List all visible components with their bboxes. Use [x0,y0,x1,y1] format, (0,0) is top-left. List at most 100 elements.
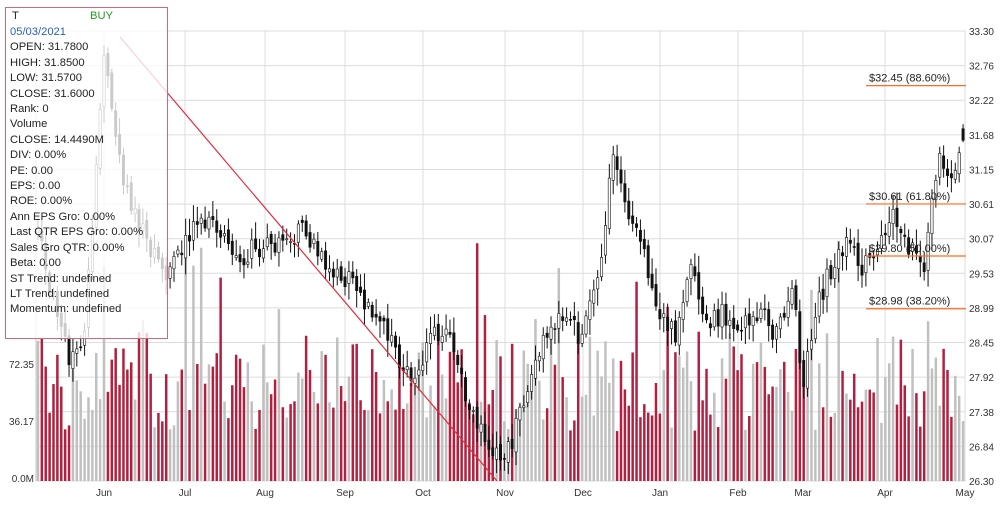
candle-body [852,246,856,248]
candle-body [495,447,499,460]
candle [670,318,673,345]
candle [168,262,172,289]
volume-bar [872,392,875,481]
candle [254,222,258,253]
volume-bar [573,420,576,481]
candle [510,424,514,458]
candle [324,241,328,280]
info-line: Beta: 0.00 [10,257,62,270]
candle [588,289,592,335]
candle [265,223,269,251]
fib-label: $28.98 (38.20%) [869,296,950,308]
quote-date: 05/03/2021 [10,26,66,38]
candle [907,229,911,259]
candle-body [522,405,526,408]
volume-bar [199,247,203,481]
candle-body [199,217,203,224]
candle [809,328,813,361]
candle [817,276,821,324]
candle-body [891,208,895,224]
candle-body [526,391,530,403]
info-line: Rank: 0 [10,103,49,116]
candle-body [907,237,911,255]
candle-body [436,323,440,341]
volume-bar [452,332,456,481]
volume-bar [938,405,941,481]
volume-bar [351,344,355,481]
volume-bar [339,386,343,481]
volume-bar [153,427,156,481]
volume-bar [304,335,308,481]
candle [654,268,658,311]
candle-body [518,406,522,421]
candle [949,160,953,193]
candle-body [312,238,316,245]
price-tick-label: 31.15 [969,165,994,176]
volume-bar [63,429,67,481]
price-tick-label: 28.99 [969,304,994,315]
candle [448,319,452,338]
candle [541,327,545,373]
volume-bar [223,401,226,481]
candle [219,224,223,248]
candle [432,314,436,341]
candle-body [545,332,549,338]
volume-bar [110,359,114,481]
volume-bar [475,243,479,481]
candle [258,238,261,267]
candle-body [724,303,728,326]
volume-bar [919,426,922,481]
candle [514,409,518,466]
candle [475,401,479,442]
candle-body [226,229,230,244]
candle-body [479,423,483,433]
candle-body [176,249,180,255]
candle [359,274,363,296]
volume-bar [52,384,55,481]
candle [304,214,308,240]
volume-bar [794,348,798,481]
volume-bar [402,408,405,481]
candle-body [343,276,347,287]
volume-bar [658,413,662,481]
candle [930,189,934,251]
volume-bar [798,354,802,481]
candle [732,305,736,342]
info-line: OPEN: 31.7800 [10,41,89,54]
candle-body [716,309,720,327]
candle-body [71,351,75,369]
volume-bar [499,356,502,481]
info-line: LT Trend: undefined [10,287,110,300]
candle-body [829,265,833,280]
candle [957,146,961,183]
candle-body [475,406,479,429]
volume-bar [417,352,421,481]
volume-bar [437,334,440,481]
candle-body [763,308,767,311]
candle [335,258,339,286]
candle [545,326,549,349]
volume-bar [926,321,930,481]
volume-bar [518,402,522,481]
x-tick-label: Apr [877,488,893,499]
candle [642,229,646,258]
candle-body [467,404,471,411]
candle [724,292,728,339]
volume-bar [246,362,250,481]
volume-bar [685,351,689,481]
candle [374,299,378,326]
volume-bar [262,344,265,481]
candle-body [273,242,277,253]
candle [172,251,176,282]
volume-bar [440,374,444,481]
volume-bar [370,349,374,481]
candle-body [767,309,771,326]
candle [631,201,635,232]
candle [693,253,697,282]
candle [526,385,530,408]
candle-body [942,155,946,169]
candle [331,261,335,288]
volume-bar [545,408,549,481]
candle [362,273,366,325]
x-tick-label: Dec [574,488,592,499]
